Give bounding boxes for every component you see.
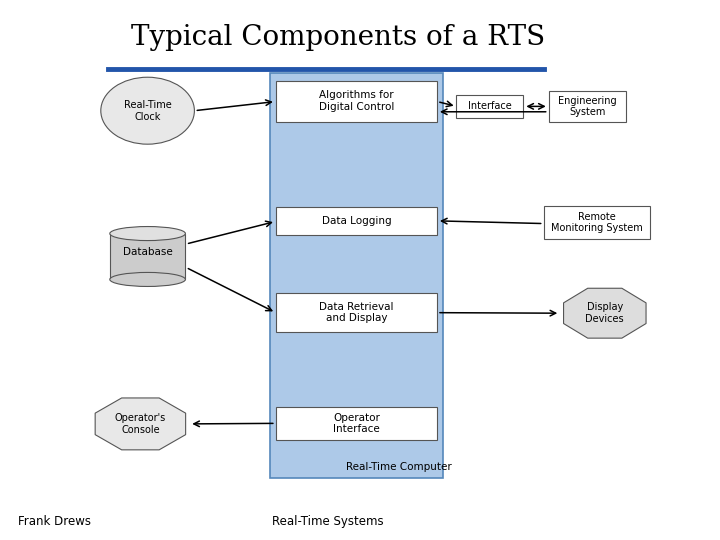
Text: Frank Drews: Frank Drews	[18, 515, 91, 528]
Text: Real-Time
Clock: Real-Time Clock	[124, 100, 171, 122]
FancyBboxPatch shape	[276, 207, 437, 235]
Text: Data Logging: Data Logging	[322, 216, 391, 226]
Text: Remote
Monitoring System: Remote Monitoring System	[551, 212, 643, 233]
FancyBboxPatch shape	[109, 233, 186, 280]
Text: Algorithms for
Digital Control: Algorithms for Digital Control	[319, 90, 394, 112]
Text: Data Retrieval
and Display: Data Retrieval and Display	[319, 302, 394, 323]
Text: Operator's
Console: Operator's Console	[114, 413, 166, 435]
Text: Database: Database	[122, 247, 173, 257]
FancyBboxPatch shape	[276, 81, 437, 122]
Ellipse shape	[109, 226, 185, 241]
FancyBboxPatch shape	[270, 73, 443, 478]
Text: Operator
Interface: Operator Interface	[333, 413, 380, 434]
Text: Engineering
System: Engineering System	[558, 96, 617, 117]
Ellipse shape	[101, 77, 194, 144]
Text: Display
Devices: Display Devices	[585, 302, 624, 324]
Polygon shape	[95, 398, 186, 450]
FancyBboxPatch shape	[549, 91, 626, 122]
Ellipse shape	[109, 272, 185, 286]
Text: Real-Time Computer: Real-Time Computer	[346, 462, 452, 472]
Text: Real-Time Systems: Real-Time Systems	[271, 515, 384, 528]
FancyBboxPatch shape	[544, 206, 650, 239]
Text: Interface: Interface	[468, 102, 512, 111]
Text: Typical Components of a RTS: Typical Components of a RTS	[131, 24, 546, 51]
FancyBboxPatch shape	[456, 95, 523, 118]
FancyBboxPatch shape	[276, 407, 437, 440]
FancyBboxPatch shape	[276, 293, 437, 332]
Polygon shape	[564, 288, 646, 338]
